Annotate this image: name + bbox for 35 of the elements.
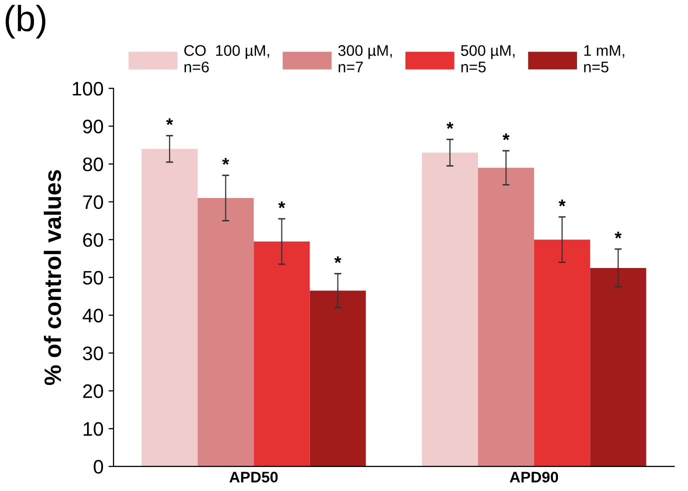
data-label: * <box>334 256 342 264</box>
y-tick-label: 100 <box>72 82 104 96</box>
y-tick-label: 40 <box>82 308 104 322</box>
legend-label: CO 100 µM, n=6 <box>184 45 270 72</box>
chart-title: (b) <box>6 4 46 39</box>
bar <box>590 268 646 466</box>
y-tick-label: 60 <box>83 233 104 247</box>
data-label: * <box>446 122 454 129</box>
legend-label: 1 mM, n=5 <box>584 45 624 72</box>
legend-label: 300 µM, n=7 <box>338 45 392 72</box>
y-tick-label: 80 <box>83 157 104 172</box>
data-label: * <box>558 200 566 206</box>
y-tick-label: 30 <box>82 346 104 360</box>
y-axis-title: % of control values <box>44 170 62 386</box>
bar <box>142 148 198 466</box>
bar <box>534 240 590 466</box>
y-tick-label: 0 <box>94 460 104 474</box>
bar <box>478 168 534 466</box>
bar <box>310 290 366 466</box>
data-label: * <box>278 202 286 208</box>
y-tick-label: 70 <box>83 195 104 210</box>
y-tick-label: 20 <box>83 384 104 398</box>
y-tick-label: 10 <box>84 422 104 436</box>
data-label: * <box>166 118 174 126</box>
bar <box>422 152 478 466</box>
data-label: * <box>222 158 230 165</box>
bar <box>198 198 254 466</box>
legend-label: 500 µM, n=5 <box>461 45 515 72</box>
y-tick-label: 50 <box>82 270 104 285</box>
data-label: * <box>502 133 510 140</box>
bar <box>254 242 310 466</box>
y-tick-label: 90 <box>83 120 104 134</box>
x-tick-label: APD90 <box>510 472 558 483</box>
data-label: * <box>614 232 622 238</box>
x-tick-label: APD50 <box>229 472 278 483</box>
